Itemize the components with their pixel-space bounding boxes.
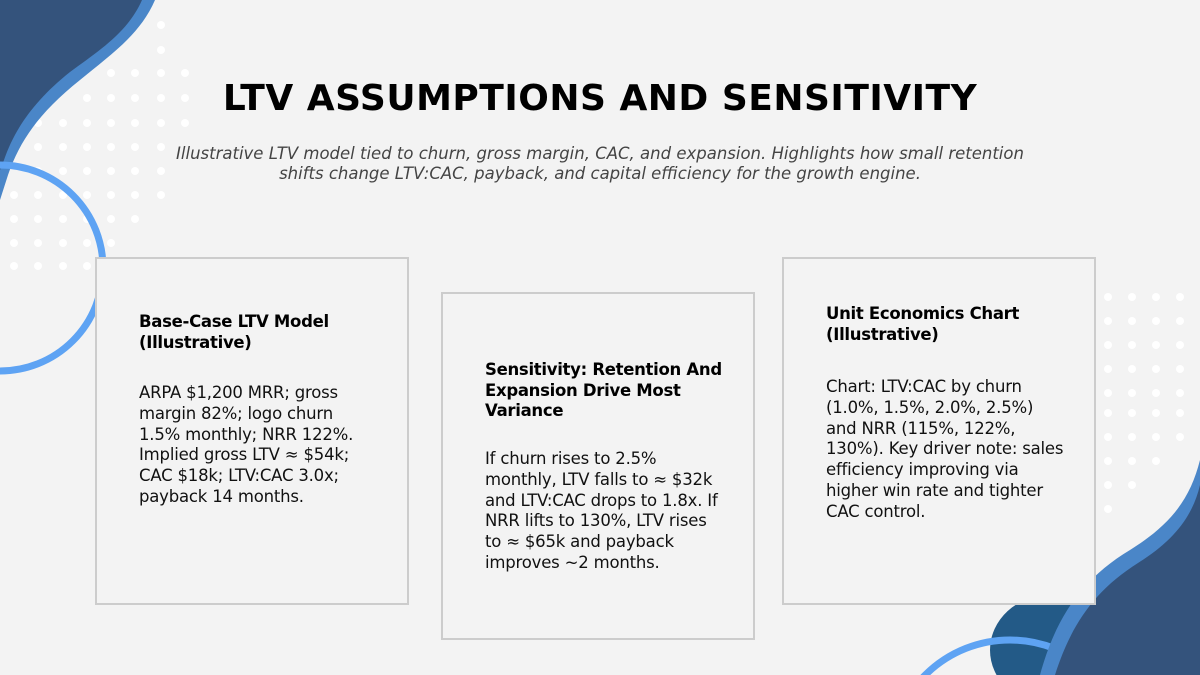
card-unit-economics: Unit Economics Chart (Illustrative) Char… bbox=[782, 257, 1096, 605]
card-base-case: Base-Case LTV Model (Illustrative) ARPA … bbox=[95, 257, 409, 605]
arc-ring-bottom bbox=[920, 636, 1100, 675]
slide-title: LTV ASSUMPTIONS AND SENSITIVITY bbox=[222, 78, 978, 119]
card-body: Chart: LTV:CAC by churn (1.0%, 1.5%, 2.0… bbox=[826, 377, 1064, 521]
arc-ring-left bbox=[0, 161, 107, 375]
slide-subtitle: Illustrative LTV model tied to churn, gr… bbox=[176, 144, 1024, 183]
blob-bottom-teal bbox=[990, 595, 1110, 675]
card-heading: Sensitivity: Retention And Expansion Dri… bbox=[485, 360, 722, 420]
card-sensitivity: Sensitivity: Retention And Expansion Dri… bbox=[441, 292, 755, 640]
card-heading: Base-Case LTV Model (Illustrative) bbox=[139, 312, 329, 352]
card-body: ARPA $1,200 MRR; gross margin 82%; logo … bbox=[139, 383, 354, 506]
card-heading: Unit Economics Chart (Illustrative) bbox=[826, 304, 1020, 344]
card-body: If churn rises to 2.5% monthly, LTV fall… bbox=[485, 449, 718, 572]
dot-grid-right bbox=[1104, 293, 1184, 513]
